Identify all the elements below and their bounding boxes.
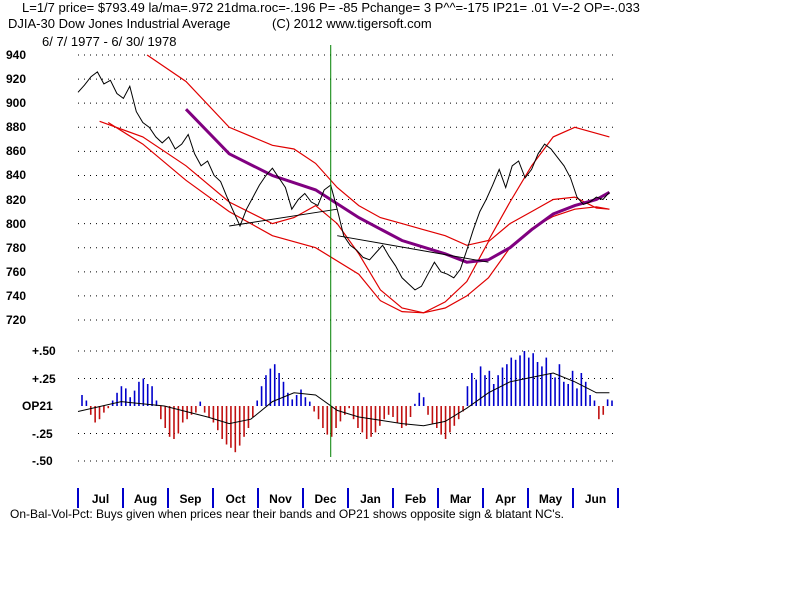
- month-label: Sep: [179, 492, 202, 506]
- op21-smoothed-line: [77, 372, 610, 427]
- trendline: [229, 208, 338, 227]
- price-axis-label: 900: [6, 96, 27, 111]
- band-line: [146, 54, 610, 246]
- price-axis-label: 860: [6, 144, 27, 159]
- month-label: Oct: [225, 492, 246, 506]
- month-label: Mar: [449, 492, 472, 506]
- price-axis-label: 720: [6, 313, 27, 327]
- month-label: Feb: [404, 492, 427, 506]
- month-label: Dec: [314, 492, 337, 506]
- price-axis-label: 940: [6, 48, 27, 62]
- month-label: Jul: [91, 492, 110, 506]
- ma-layer: [184, 108, 611, 264]
- header-stats: L=1/7 price= $793.49 la/ma=.972 21dma.ro…: [22, 0, 640, 15]
- price-axis-label: 820: [6, 192, 27, 207]
- band-layer: [99, 54, 610, 314]
- month-label: Aug: [133, 492, 158, 506]
- month-label: Nov: [269, 492, 292, 506]
- band-line: [107, 121, 610, 314]
- price-layer: [77, 71, 610, 291]
- grid-layer: [78, 54, 618, 462]
- trendline: [337, 235, 489, 263]
- footer-note: On-Bal-Vol-Pct: Buys given when prices n…: [10, 507, 564, 521]
- price-axis-label: 780: [6, 240, 27, 255]
- month-axis-layer: [77, 488, 619, 508]
- trendline-layer: [229, 208, 489, 263]
- copyright: (C) 2012 www.tigersoft.com: [272, 16, 432, 31]
- price-axis-label: 840: [6, 168, 27, 183]
- op21-axis-label: +.50: [32, 344, 56, 358]
- price-axis-label: 880: [6, 120, 27, 135]
- month-label: Jan: [360, 492, 381, 506]
- date-range: 6/ 7/ 1977 - 6/ 30/ 1978: [42, 34, 177, 49]
- price-axis-label: 760: [6, 264, 27, 279]
- op21-axis-label: -.25: [32, 426, 53, 441]
- price-axis-label: 920: [6, 72, 27, 87]
- op21-label: OP21: [22, 399, 53, 413]
- moving-average-line: [184, 108, 611, 264]
- price-line: [77, 71, 610, 291]
- op21-layer: [77, 351, 613, 453]
- op21-axis-label: +.25: [32, 371, 56, 386]
- op21-axis-label: -.50: [32, 454, 53, 468]
- month-label: May: [538, 492, 563, 506]
- price-axis-label: 740: [6, 288, 27, 303]
- price-axis-label: 800: [6, 216, 27, 231]
- month-label: Jun: [584, 492, 607, 506]
- month-label: Apr: [495, 492, 516, 506]
- index-title: DJIA-30 Dow Jones Industrial Average: [8, 16, 231, 31]
- band-line: [99, 120, 610, 314]
